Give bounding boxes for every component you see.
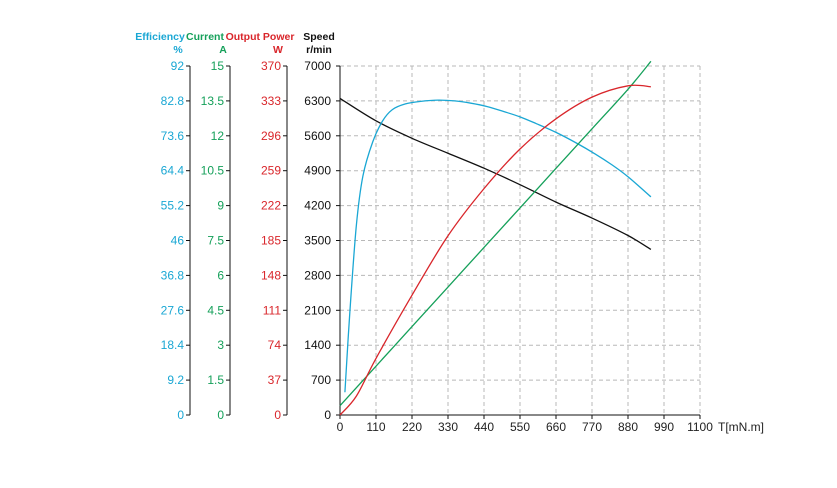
current-tick-label: 4.5	[207, 303, 224, 317]
x-tick-label: 0	[337, 420, 344, 434]
speed-tick-label: 3500	[304, 234, 331, 248]
current-tick-label: 6	[217, 268, 224, 282]
efficiency-axis-title: Efficiency	[135, 31, 185, 43]
power-tick-label: 222	[261, 199, 281, 213]
speed-tick-label: 2100	[304, 303, 331, 317]
efficiency-tick-label: 9.2	[167, 373, 184, 387]
x-tick-label: 990	[654, 420, 674, 434]
efficiency-tick-label: 36.8	[161, 268, 185, 282]
speed-tick-label: 5600	[304, 129, 331, 143]
efficiency-tick-label: 73.6	[161, 129, 185, 143]
power-curve	[339, 84, 651, 416]
power-tick-label: 185	[261, 234, 281, 248]
efficiency-tick-label: 82.8	[161, 94, 185, 108]
x-tick-label: 770	[582, 420, 602, 434]
efficiency-tick-label: 92	[171, 59, 185, 73]
efficiency-tick-label: 64.4	[161, 164, 185, 178]
x-tick-label: 110	[366, 420, 385, 434]
chart-grid	[340, 65, 701, 415]
power-tick-label: 333	[261, 94, 281, 108]
speed-axis-unit: r/min	[306, 44, 332, 56]
power-tick-label: 259	[261, 164, 281, 178]
speed-tick-label: 6300	[304, 94, 331, 108]
x-tick-label: 550	[510, 420, 530, 434]
speed-curve	[339, 97, 652, 251]
power-tick-label: 74	[268, 338, 282, 352]
x-axis-label: T[mN.m]	[718, 420, 764, 434]
current-tick-label: 1.5	[207, 373, 224, 387]
power-tick-label: 370	[261, 59, 281, 73]
speed-tick-label: 700	[311, 373, 331, 387]
efficiency-tick-label: 18.4	[161, 338, 185, 352]
current-curve	[339, 60, 652, 407]
current-axis-unit: A	[219, 44, 227, 56]
chart-axes: 0 110 220 330 440 550 660 770 880 990 1100 T[mN.m] 0…	[135, 31, 764, 434]
x-tick-label: 880	[618, 420, 638, 434]
power-tick-label: 37	[268, 373, 282, 387]
current-tick-label: 12	[211, 129, 225, 143]
power-axis-unit: W	[273, 44, 283, 56]
speed-tick-label: 0	[324, 408, 331, 422]
efficiency-tick-label: 0	[177, 408, 184, 422]
efficiency-axis-unit: %	[173, 44, 183, 56]
current-axis-title: Current	[186, 31, 224, 43]
speed-tick-label: 4200	[304, 199, 331, 213]
x-tick-label: 440	[474, 420, 494, 434]
power-tick-label: 148	[261, 268, 281, 282]
power-tick-label: 296	[261, 129, 281, 143]
x-tick-label: 220	[402, 420, 422, 434]
power-tick-label: 111	[263, 303, 282, 317]
current-tick-label: 13.5	[201, 94, 225, 108]
speed-tick-label: 2800	[304, 268, 331, 282]
current-tick-label: 0	[217, 408, 224, 422]
efficiency-tick-label: 27.6	[161, 303, 185, 317]
current-tick-label: 3	[217, 338, 224, 352]
x-tick-label: 660	[546, 420, 566, 434]
power-axis-title: Output Power	[226, 31, 295, 43]
current-tick-label: 7.5	[207, 234, 224, 248]
current-tick-label: 10.5	[201, 164, 225, 178]
speed-tick-label: 7000	[304, 59, 331, 73]
efficiency-tick-label: 46	[171, 234, 185, 248]
power-tick-label: 0	[274, 408, 281, 422]
efficiency-curve	[344, 99, 652, 393]
current-tick-label: 9	[217, 199, 224, 213]
x-tick-label: 1100	[687, 420, 713, 434]
speed-axis-title: Speed	[303, 31, 335, 43]
chart-series	[339, 60, 652, 416]
efficiency-tick-label: 55.2	[161, 199, 185, 213]
speed-tick-label: 1400	[304, 338, 331, 352]
x-tick-label: 330	[438, 420, 458, 434]
speed-tick-label: 4900	[304, 164, 331, 178]
current-tick-label: 15	[211, 59, 225, 73]
